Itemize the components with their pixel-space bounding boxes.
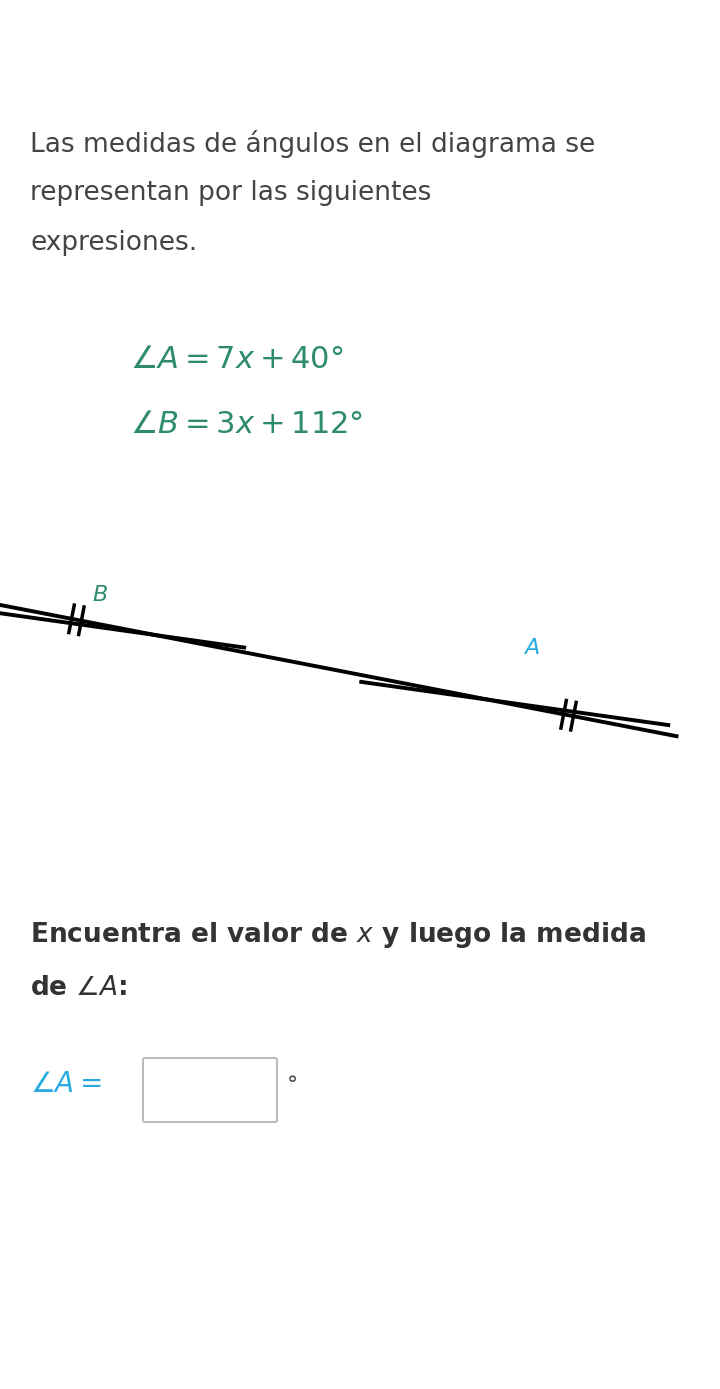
- Text: A: A: [524, 638, 539, 658]
- Text: representan por las siguientes: representan por las siguientes: [30, 181, 431, 206]
- Text: $\angle B = 3x + 112°$: $\angle B = 3x + 112°$: [130, 410, 363, 439]
- Text: de $\angle A$:: de $\angle A$:: [30, 975, 127, 1001]
- Text: ←: ←: [18, 17, 38, 40]
- Text: B: B: [92, 585, 107, 606]
- Text: $\angle A = 7x + 40°$: $\angle A = 7x + 40°$: [130, 344, 343, 374]
- FancyBboxPatch shape: [143, 1058, 277, 1122]
- Text: expresiones.: expresiones.: [30, 231, 197, 256]
- Text: $\angle A =$: $\angle A =$: [30, 1070, 102, 1097]
- Text: °: °: [287, 1075, 298, 1095]
- Text: Encuentra el valor de $x$ y luego la medida: Encuentra el valor de $x$ y luego la med…: [30, 920, 646, 950]
- Text: Ángulos y triángulos: Cuestionario: Ángulos y triángulos: Cuestionario: [62, 13, 443, 33]
- Text: Las medidas de ángulos en el diagrama se: Las medidas de ángulos en el diagrama se: [30, 131, 595, 158]
- Text: 2: 2: [62, 40, 76, 60]
